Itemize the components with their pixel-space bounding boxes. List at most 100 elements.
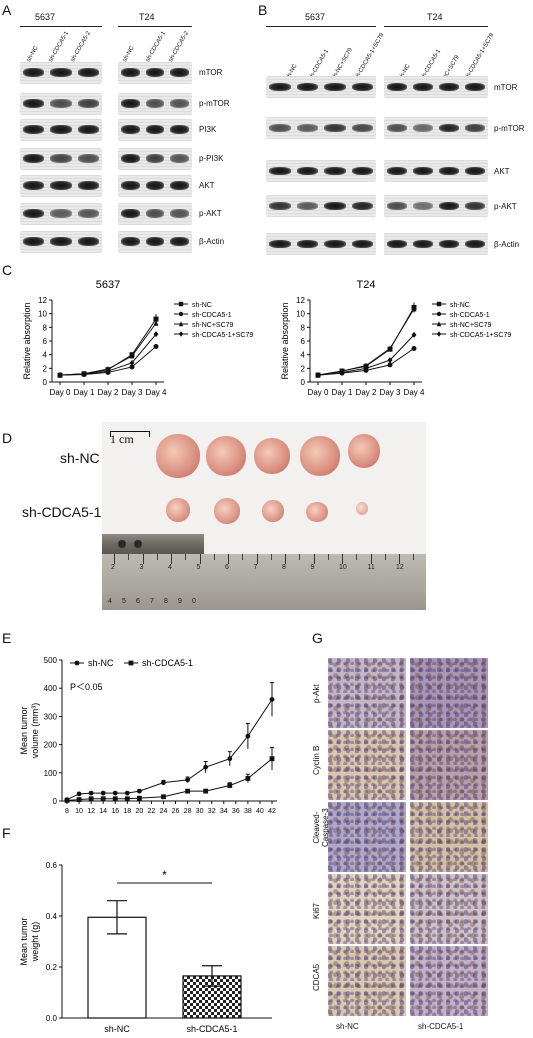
band <box>170 154 189 163</box>
panel-d-letter: D <box>2 430 13 446</box>
legend-label: sh-CDCA5-1+SC79 <box>192 332 253 339</box>
band <box>296 124 318 132</box>
x-tick-label: Day 3 <box>122 388 143 397</box>
band <box>121 125 140 134</box>
ihc-image <box>328 874 406 944</box>
y-axis-label: Mean tumorweight (g) <box>19 917 40 965</box>
ihc-row-label: Cyclin B <box>312 746 321 775</box>
ihc-image <box>328 658 406 728</box>
data-point <box>161 780 166 786</box>
y-tick-label: 10 <box>296 310 305 319</box>
data-point <box>64 798 70 803</box>
x-tick-label: Day 2 <box>356 388 377 397</box>
y-tick-label: 500 <box>44 656 58 665</box>
x-tick-label: sh-CDCA5-1 <box>186 1024 237 1034</box>
band <box>145 181 165 190</box>
panel-b-5637-underline <box>266 26 376 27</box>
data-point <box>411 331 417 338</box>
data-point <box>57 372 63 379</box>
tumor <box>356 502 368 515</box>
x-tick-label: 20 <box>135 808 143 815</box>
band <box>77 209 99 218</box>
data-point <box>227 756 233 762</box>
data-point <box>185 777 190 783</box>
lane-label: sh-CDCA5-2 <box>168 30 191 64</box>
data-point <box>81 371 87 378</box>
x-tick-label: Day 3 <box>380 388 401 397</box>
y-tick-label: 0.0 <box>46 1014 58 1023</box>
y-tick-label: 200 <box>44 741 58 750</box>
x-tick-label: 8 <box>65 808 69 815</box>
ruler-tick <box>114 554 115 564</box>
ihc-row-label-line: Cyclin B <box>312 745 321 775</box>
panel-a-t24-label: T24 <box>139 12 155 22</box>
protein-label: p-mTOR <box>199 99 230 108</box>
panel-a-t24-underline <box>118 26 192 27</box>
band <box>50 99 72 108</box>
band <box>351 167 373 175</box>
band <box>50 209 72 218</box>
ruler-tick <box>370 554 372 564</box>
panel-b-t24-label: T24 <box>427 12 443 22</box>
data-point <box>178 311 184 317</box>
y-axis-label-line: Mean tumor <box>19 706 29 754</box>
data-point <box>136 795 142 801</box>
legend-label: sh-NC <box>192 302 212 309</box>
band <box>324 202 346 210</box>
data-point <box>136 788 142 794</box>
ruler-tick <box>384 554 386 560</box>
row-label-sh-nc: sh-NC <box>60 450 100 466</box>
ruler-tick <box>128 554 129 560</box>
data-point <box>129 359 135 366</box>
band <box>269 124 291 132</box>
data-point <box>88 796 94 802</box>
band <box>145 209 165 218</box>
y-axis-label-line: weight (g) <box>30 922 40 963</box>
y-tick-label: 0.2 <box>46 963 58 972</box>
ruler-label: 5 <box>196 564 201 571</box>
band <box>145 68 165 77</box>
band <box>296 202 318 210</box>
legend-label: sh-NC+SC79 <box>450 322 492 329</box>
ihc-image <box>410 946 488 1016</box>
legend-label: sh-CDCA5-1+SC79 <box>450 332 511 339</box>
y-axis-label: Mean tumorvolume (mm³) <box>19 703 40 759</box>
band <box>170 237 189 246</box>
tumor <box>166 498 190 522</box>
bolt <box>134 540 142 548</box>
tumor <box>214 498 240 524</box>
x-tick-label: 36 <box>232 808 240 815</box>
ihc-image <box>410 730 488 800</box>
lane-label: sh-CDCA5-1+SC79 <box>354 32 386 81</box>
band <box>77 237 99 246</box>
x-tick-label: 42 <box>268 808 276 815</box>
band <box>50 181 72 190</box>
band <box>439 240 459 248</box>
band <box>269 83 291 91</box>
data-point <box>178 331 184 337</box>
ihc-image <box>410 874 488 944</box>
data-point <box>436 301 442 307</box>
ruler-label: 6 <box>136 598 140 605</box>
scale-bar-tick <box>149 431 150 437</box>
chart-c-5637: 5637 0 2 4 6 8 10 12 Day 0 Day 1 Day 2 Day 3 Day 4 Re… <box>22 279 253 397</box>
data-point <box>129 353 135 359</box>
chart-title: 5637 <box>96 279 120 291</box>
y-tick-label: 4 <box>301 351 306 360</box>
blot-strip <box>384 117 488 139</box>
band <box>465 124 485 132</box>
tumor <box>300 436 340 476</box>
data-point <box>363 365 369 372</box>
ihc-row-label-line: CDCA5 <box>312 963 321 991</box>
ihc-image <box>410 658 488 728</box>
y-tick-label: 300 <box>44 712 58 721</box>
protein-label: mTOR <box>494 83 518 92</box>
ruler-label: 6 <box>225 564 229 571</box>
ruler-tick <box>171 554 172 564</box>
tumor <box>262 500 284 522</box>
protein-label: mTOR <box>199 68 223 77</box>
panel-e-letter: E <box>2 630 12 646</box>
band <box>23 181 45 190</box>
data-point <box>178 301 184 307</box>
band <box>145 237 165 246</box>
